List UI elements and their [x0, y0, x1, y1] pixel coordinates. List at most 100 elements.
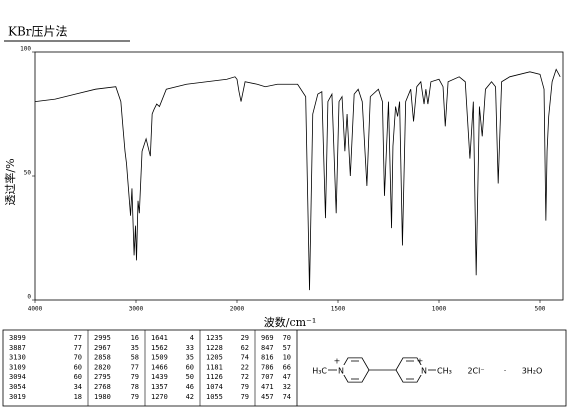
y-axis-label: 透过率/% — [3, 158, 17, 205]
structure-text: H₃C — [312, 367, 327, 376]
chart-title: KBr压片法 — [8, 25, 68, 39]
table-cell: 2967 — [94, 344, 111, 352]
table-cell: 33 — [186, 344, 194, 352]
table-cell: 1228 — [206, 344, 223, 352]
table-cell: 62 — [241, 344, 249, 352]
table-frame — [2, 329, 567, 407]
table-cell: 70 — [283, 334, 291, 342]
structure-text: + — [334, 357, 341, 366]
table-cell: 77 — [131, 363, 139, 371]
table-cell: 471 — [261, 383, 274, 391]
label-bg — [337, 365, 345, 375]
table-cell: 79 — [241, 383, 249, 391]
table-cell: 72 — [241, 373, 249, 381]
table-cell: 77 — [74, 334, 82, 342]
table-cell: 46 — [186, 383, 194, 391]
table-cell: 3109 — [9, 363, 26, 371]
table-cell: 2820 — [94, 363, 111, 371]
table-cell: 74 — [283, 393, 291, 401]
structure-text: + — [417, 357, 424, 366]
table-cell: 77 — [74, 344, 82, 352]
x-tick-label: 4000 — [28, 306, 43, 313]
table-cell: 1074 — [206, 383, 223, 391]
structure-text: 3H₂O — [522, 367, 543, 376]
table-cell: 2858 — [94, 354, 111, 362]
table-cell: 60 — [74, 373, 82, 381]
table-cell: 3130 — [9, 354, 26, 362]
label-bg — [420, 365, 428, 375]
table-cell: 47 — [283, 373, 291, 381]
table-cell: 707 — [261, 373, 274, 381]
x-tick-label: 500 — [535, 306, 546, 313]
table-cell: 3019 — [9, 393, 26, 401]
table-cell: 79 — [131, 393, 139, 401]
table-cell: 1205 — [206, 354, 223, 362]
x-tick-label: 2000 — [230, 306, 245, 313]
x-tick-label: 1500 — [331, 306, 346, 313]
table-cell: 18 — [74, 393, 82, 401]
x-axis-label: 波数/cm⁻¹ — [264, 316, 317, 329]
pyridine-ring — [395, 357, 425, 383]
table-cell: 57 — [283, 344, 291, 352]
table-cell: 35 — [186, 354, 194, 362]
table-cell: 32 — [283, 383, 291, 391]
table-cell: 4 — [190, 334, 194, 342]
structure-text: N — [421, 367, 427, 376]
x-tick-label: 1000 — [432, 306, 447, 313]
plot-frame — [34, 51, 564, 301]
table-cell: 457 — [261, 393, 274, 401]
table-cell: 1980 — [94, 393, 111, 401]
table-cell: 29 — [241, 334, 249, 342]
table-cell: 1270 — [151, 393, 168, 401]
structure-text: · — [504, 367, 507, 376]
table-cell: 2795 — [94, 373, 111, 381]
table-cell: 1641 — [151, 334, 168, 342]
table-cell: 1181 — [206, 363, 223, 371]
pyridine-ring — [340, 357, 370, 383]
table-cell: 1126 — [206, 373, 223, 381]
table-cell: 3899 — [9, 334, 26, 342]
table-cell: 2995 — [94, 334, 111, 342]
table-cell: 1055 — [206, 393, 223, 401]
table-cell: 1439 — [151, 373, 168, 381]
table-cell: 34 — [74, 383, 82, 391]
table-cell: 10 — [283, 354, 291, 362]
table-cell: 3054 — [9, 383, 26, 391]
structure-text: CH₃ — [437, 367, 452, 376]
table-cell: 78 — [131, 383, 139, 391]
table-cell: 66 — [283, 363, 291, 371]
y-tick-label: 100 — [20, 46, 31, 53]
table-cell: 847 — [261, 344, 274, 352]
table-cell: 42 — [186, 393, 194, 401]
table-cell: 1562 — [151, 344, 168, 352]
table-cell: 1509 — [151, 354, 168, 362]
structure-text: 2Cl⁻ — [467, 367, 484, 376]
table-cell: 786 — [261, 363, 274, 371]
x-tick-label: 3000 — [129, 306, 144, 313]
table-cell: 3094 — [9, 373, 26, 381]
table-cell: 3887 — [9, 344, 26, 352]
table-cell: 816 — [261, 354, 274, 362]
table-cell: 58 — [131, 354, 139, 362]
table-cell: 22 — [241, 363, 249, 371]
table-cell: 70 — [74, 354, 82, 362]
y-tick-label: 50 — [24, 170, 32, 177]
table-cell: 74 — [241, 354, 249, 362]
table-cell: 1357 — [151, 383, 168, 391]
table-cell: 35 — [131, 344, 139, 352]
table-cell: 60 — [186, 363, 194, 371]
table-cell: 79 — [131, 373, 139, 381]
table-cell: 2768 — [94, 383, 111, 391]
y-tick-label: 0 — [27, 294, 31, 301]
table-cell: 969 — [261, 334, 274, 342]
table-cell: 50 — [186, 373, 194, 381]
table-cell: 1235 — [206, 334, 223, 342]
spectrum-line — [34, 68, 561, 291]
structure-text: N — [338, 367, 344, 376]
table-cell: 16 — [131, 334, 139, 342]
table-cell: 60 — [74, 363, 82, 371]
table-cell: 1466 — [151, 363, 168, 371]
table-cell: 79 — [241, 393, 249, 401]
structure — [328, 357, 436, 383]
